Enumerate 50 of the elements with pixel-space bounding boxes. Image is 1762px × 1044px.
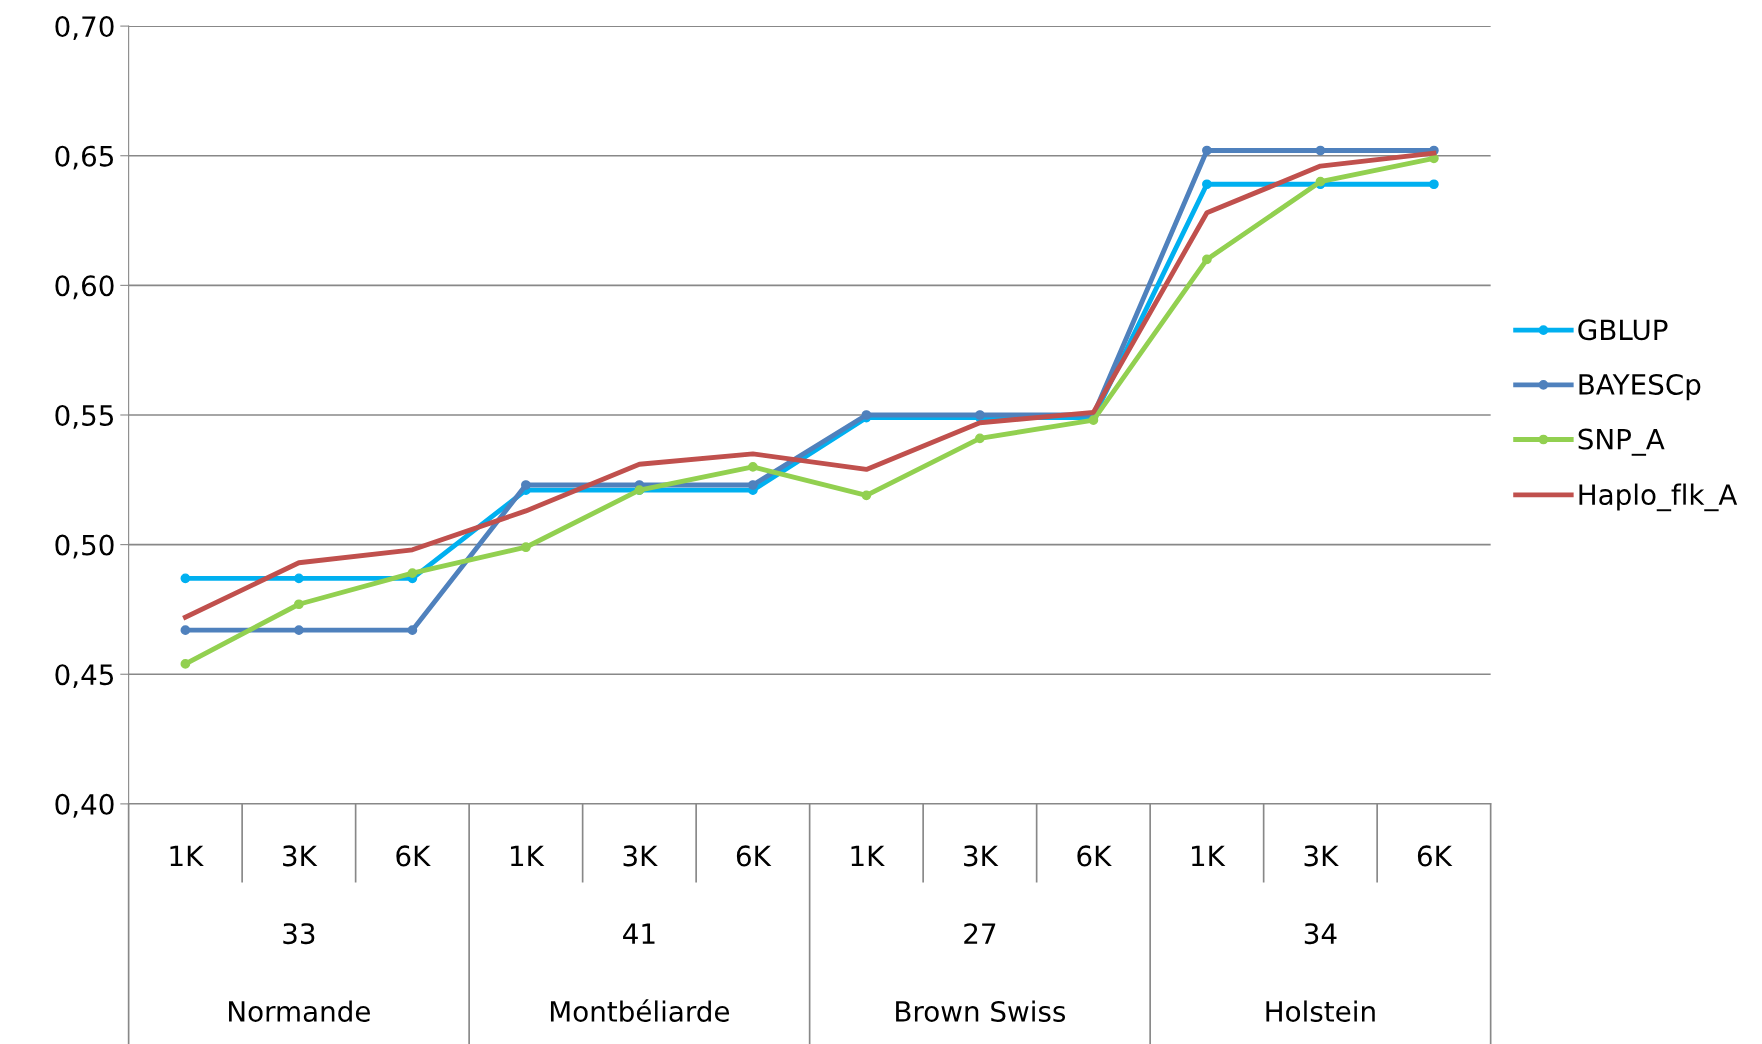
point [748, 461, 758, 472]
point [294, 599, 304, 610]
y-tick-label: 0,55 [55, 404, 114, 429]
x-tick-label: 3K [1304, 845, 1339, 867]
x-tick-label: 1K [510, 845, 545, 866]
x-tick-label: 6K [736, 845, 772, 867]
text: Montbéliarde [550, 999, 730, 1022]
y-tick-label: 0,65 [55, 145, 114, 170]
point [861, 490, 872, 501]
point [407, 568, 418, 579]
point [975, 433, 985, 444]
x-tick-label: 6K [1077, 845, 1112, 867]
point [748, 480, 758, 490]
x-tick-label: 1K [851, 845, 885, 866]
point [180, 625, 191, 636]
y-tick-label: 0,45 [55, 664, 114, 689]
point [1202, 254, 1212, 265]
point [294, 573, 304, 584]
y-tick-label: 0,40 [55, 793, 114, 818]
x-tick-label: 3K [623, 845, 658, 867]
text: 27 [964, 923, 996, 944]
point [180, 659, 191, 669]
point [294, 625, 304, 636]
text: Normande [229, 1000, 370, 1022]
x-tick-label: 3K [964, 845, 999, 867]
legend-label: Haplo_flk_A [1579, 483, 1738, 512]
x-tick-label: 1K [1192, 845, 1226, 866]
point [521, 542, 531, 553]
point [521, 480, 531, 490]
x-tick-label: 6K [396, 845, 431, 867]
text: Holstein [1266, 1000, 1375, 1022]
y-tick-label: 0,70 [55, 16, 114, 40]
point [407, 625, 418, 636]
point [1202, 145, 1212, 156]
x-tick-label: 1K [170, 845, 204, 866]
point [180, 573, 191, 584]
y-tick-label: 0,60 [55, 275, 114, 300]
legend-label: BAYESCp [1579, 373, 1701, 401]
y-tick-label: 0,50 [55, 534, 114, 559]
point [1315, 145, 1326, 156]
point [1202, 179, 1212, 190]
text: 34 [1304, 923, 1337, 945]
point [1429, 179, 1439, 190]
text: Brown Swiss [896, 1000, 1066, 1022]
text: 41 [623, 923, 655, 944]
legend-label: SNP_A [1578, 428, 1665, 456]
x-tick-label: 6K [1417, 845, 1453, 867]
x-tick-label: 3K [283, 845, 318, 867]
text: 33 [283, 923, 315, 945]
legend-label: GBLUP [1578, 319, 1668, 341]
